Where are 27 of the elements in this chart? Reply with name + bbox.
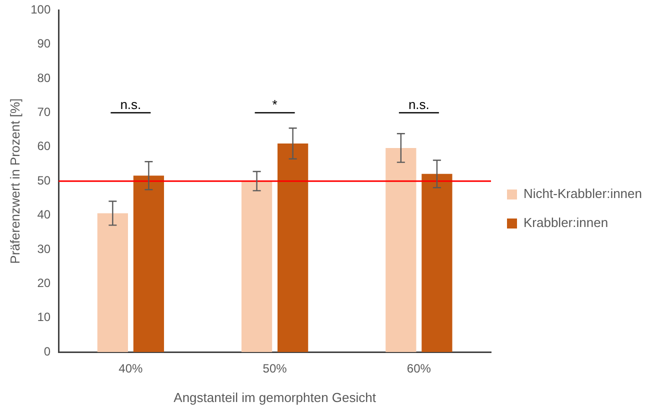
bar [422, 174, 452, 352]
annotation: * [272, 96, 278, 112]
y-tick-label: 100 [30, 2, 51, 17]
bar [241, 181, 272, 352]
legend-label: Krabbler:innen [523, 215, 608, 230]
bar [97, 213, 128, 352]
y-tick-label: 80 [37, 70, 51, 85]
y-tick-label: 70 [37, 105, 51, 120]
y-tick-label: 60 [37, 139, 51, 154]
bar [386, 148, 416, 352]
y-tick-label: 90 [37, 36, 51, 51]
bar [133, 176, 164, 352]
bar [278, 144, 308, 352]
y-tick-label: 10 [37, 310, 51, 324]
y-tick-label: 20 [37, 276, 51, 290]
y-tick-label: 50 [37, 173, 51, 188]
annotation: n.s. [120, 96, 142, 112]
legend-label: Nicht-Krabbler:innen [523, 186, 642, 202]
x-axis-title: Angstanteil im gemorphten Gesicht [174, 390, 376, 405]
annotation: n.s. [408, 96, 430, 112]
x-tick-label: 50% [262, 362, 288, 376]
y-tick-label: 40 [37, 208, 51, 222]
x-tick-label: 40% [118, 362, 144, 376]
y-axis-title: Präferenzwert in Prozent [%] [7, 98, 22, 264]
y-tick-label: 0 [44, 344, 51, 358]
x-tick-label: 60% [406, 362, 432, 376]
y-tick-label: 30 [37, 242, 51, 256]
